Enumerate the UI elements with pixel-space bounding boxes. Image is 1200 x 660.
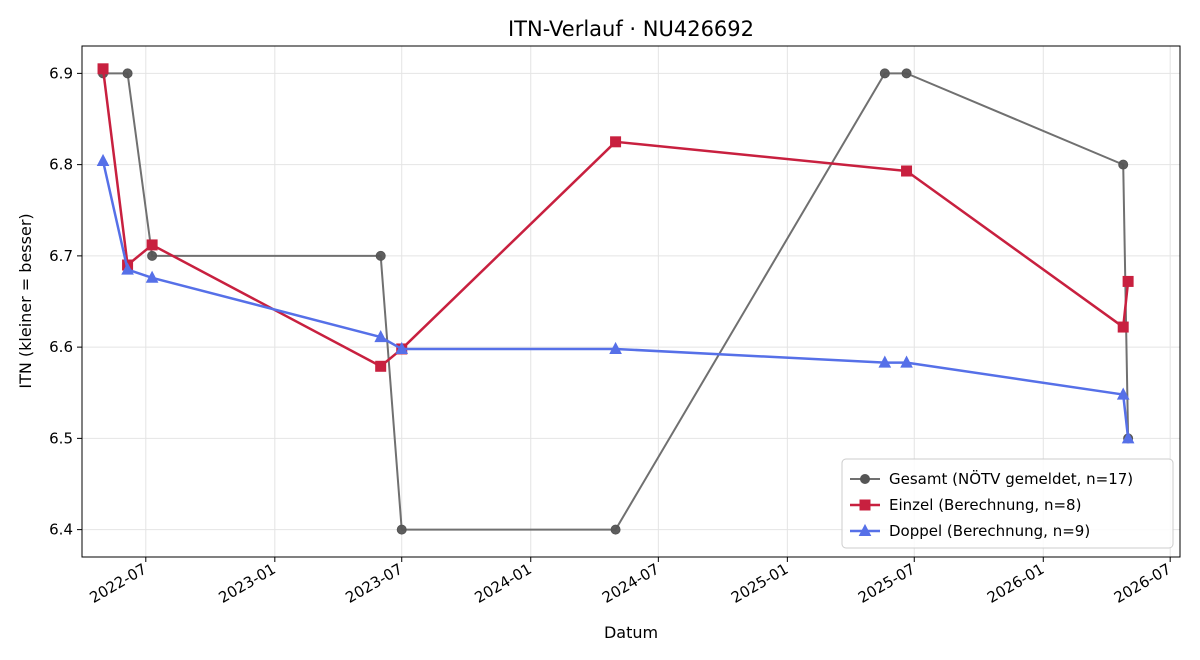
x-tick-label: 2026-01 — [984, 560, 1047, 607]
data-point — [146, 239, 158, 251]
y-axis-label: ITN (kleiner = besser) — [16, 213, 35, 388]
data-point — [1116, 387, 1130, 400]
data-point — [374, 330, 388, 343]
x-tick-label: 2023-01 — [216, 560, 279, 607]
data-point — [395, 341, 409, 354]
series-line — [103, 72, 1130, 531]
data-point — [96, 153, 110, 166]
data-point — [900, 355, 913, 368]
data-point — [610, 524, 621, 535]
y-tick-label: 6.4 — [49, 521, 73, 539]
series-line — [101, 160, 1130, 439]
legend-label: Doppel (Berechnung, n=9) — [889, 522, 1090, 540]
data-point — [375, 250, 386, 261]
legend-box — [841, 458, 1174, 549]
chart-title: ITN-Verlauf · NU426692 — [508, 17, 754, 41]
data-point — [147, 250, 158, 261]
data-point — [901, 165, 913, 177]
x-tick-label: 2025-07 — [855, 560, 918, 607]
y-axis: 6.4 6.5 6.6 6.7 6.8 6.9 — [49, 64, 82, 539]
series-triangle — [96, 153, 1135, 444]
y-tick-label: 6.9 — [49, 64, 73, 82]
x-tick-label: 2022-07 — [87, 560, 150, 607]
data-point — [396, 524, 407, 535]
y-tick-label: 6.8 — [49, 156, 73, 174]
data-point — [1118, 159, 1129, 170]
x-tick-label: 2023-07 — [342, 560, 405, 607]
data-point — [610, 136, 622, 148]
legend: Gesamt (NÖTV gemeldet, n=17) Einzel (Bere… — [841, 458, 1174, 549]
x-tick-label: 2025-01 — [728, 560, 791, 607]
data-point — [1122, 275, 1134, 287]
y-tick-label: 6.7 — [49, 247, 73, 265]
x-tick-label: 2024-01 — [471, 560, 534, 607]
series-square — [97, 63, 1134, 372]
data-point — [97, 63, 109, 75]
data-point — [609, 341, 622, 354]
y-tick-label: 6.5 — [49, 429, 73, 447]
y-tick-label: 6.6 — [49, 338, 73, 356]
data-point — [122, 68, 133, 79]
data-point — [121, 262, 134, 275]
x-tick-label: 2026-07 — [1111, 560, 1174, 607]
x-tick-label: 2024-07 — [599, 560, 662, 607]
data-point — [375, 360, 387, 372]
legend-label: Einzel (Berechnung, n=8) — [889, 496, 1081, 514]
legend-marker — [859, 499, 871, 511]
series-line — [101, 68, 1130, 368]
data-point — [145, 270, 159, 283]
legend-marker — [858, 523, 872, 536]
x-axis: 2022-07 2023-01 2023-07 2024-01 2024-07 2025-… — [87, 557, 1174, 607]
legend-marker — [860, 474, 870, 484]
data-point — [1121, 431, 1135, 444]
data-point — [901, 68, 912, 79]
series-layer — [96, 63, 1135, 535]
series-circle — [98, 68, 1134, 535]
data-point — [1117, 321, 1129, 333]
legend-label: Gesamt (NÖTV gemeldet, n=17) — [889, 469, 1133, 488]
plot-frame — [81, 45, 1181, 558]
data-point — [879, 68, 890, 79]
x-axis-label: Datum — [604, 623, 658, 642]
data-point — [878, 355, 892, 368]
